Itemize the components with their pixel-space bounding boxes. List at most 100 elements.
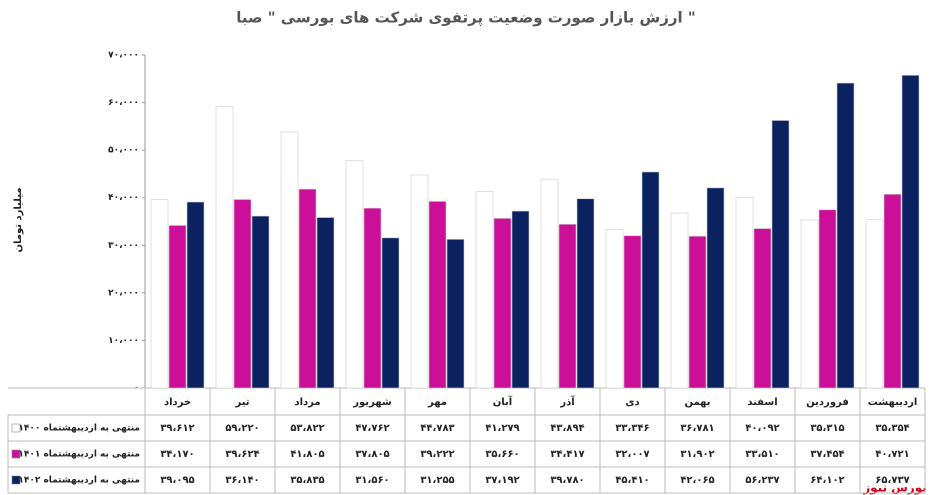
bar bbox=[558, 223, 577, 389]
bar bbox=[410, 174, 429, 389]
bar bbox=[280, 131, 299, 389]
value-label: ۳۳،۵۱۰ bbox=[745, 449, 779, 460]
legend-swatch bbox=[11, 475, 21, 485]
y-tick-label: ۲۰،۰۰۰ bbox=[108, 288, 139, 298]
value-label: ۴۲،۰۶۵ bbox=[680, 475, 714, 486]
x-tick-label: دی bbox=[625, 397, 639, 408]
y-tick-label: ۴۰،۰۰۰ bbox=[108, 193, 139, 203]
x-tick-label: آذر bbox=[559, 395, 575, 408]
bar bbox=[688, 235, 707, 389]
y-tick-label: ۵۰،۰۰۰ bbox=[108, 146, 139, 156]
y-axis-label: میلیارد تومان bbox=[13, 187, 24, 252]
bar bbox=[381, 237, 400, 389]
legend-label: منتهی به اردیبهشتماه ۱۴۰۱ bbox=[18, 450, 140, 460]
bar bbox=[298, 188, 317, 389]
value-label: ۴۵،۴۱۰ bbox=[615, 475, 649, 486]
value-label: ۶۵،۷۳۷ bbox=[875, 475, 909, 486]
bar bbox=[215, 105, 234, 389]
x-tick-label: شهریور bbox=[352, 397, 392, 408]
bar bbox=[735, 196, 754, 389]
bar bbox=[493, 218, 512, 389]
value-label: ۳۴،۱۷۰ bbox=[160, 449, 194, 460]
value-label: ۳۶،۷۸۱ bbox=[680, 423, 714, 434]
x-tick-label: اردیبهشت bbox=[868, 397, 918, 408]
value-label: ۳۱،۵۶۰ bbox=[355, 475, 389, 486]
bar bbox=[753, 228, 772, 389]
x-tick-label: فروردین bbox=[806, 397, 849, 408]
value-label: ۳۴،۴۱۷ bbox=[550, 449, 584, 460]
x-tick-label: مهر bbox=[427, 397, 447, 408]
chart-title: ارزش بازار صورت وضعیت پرتفوی شرکت های بو… bbox=[236, 9, 695, 28]
bar bbox=[475, 191, 494, 389]
legend-label: منتهی به اردیبهشتماه ۱۴۰۰ bbox=[18, 424, 140, 434]
y-tick-label: ۶۰،۰۰۰ bbox=[108, 98, 139, 108]
y-tick-label: ۳۰،۰۰۰ bbox=[108, 241, 139, 251]
legend-swatch bbox=[11, 449, 21, 459]
value-label: ۴۱،۲۷۹ bbox=[485, 423, 519, 434]
value-label: ۳۵،۸۳۵ bbox=[290, 475, 324, 486]
value-label: ۴۳،۸۹۴ bbox=[550, 423, 584, 434]
value-label: ۳۹،۶۲۴ bbox=[225, 449, 259, 460]
bar bbox=[428, 201, 447, 389]
bar bbox=[623, 235, 642, 389]
legend-swatch bbox=[11, 423, 21, 433]
bar bbox=[771, 120, 790, 389]
bar bbox=[605, 229, 624, 389]
value-label: ۶۴،۱۰۲ bbox=[810, 475, 844, 486]
bar bbox=[865, 219, 884, 389]
legend-label: منتهی به اردیبهشتماه ۱۴۰۲ bbox=[18, 476, 140, 486]
bar bbox=[901, 74, 920, 389]
bar bbox=[345, 160, 364, 389]
bar bbox=[576, 198, 595, 389]
y-tick-label: ۷۰،۰۰۰ bbox=[108, 51, 139, 61]
value-label: ۳۳،۳۴۶ bbox=[615, 423, 649, 434]
value-label: ۳۱،۲۵۵ bbox=[420, 475, 454, 486]
x-tick-label: اسفند bbox=[747, 397, 777, 408]
value-label: ۵۳،۸۲۲ bbox=[290, 423, 324, 434]
x-tick-label: بهمن bbox=[684, 397, 710, 408]
value-label: ۳۷،۸۰۵ bbox=[355, 449, 389, 460]
value-label: ۳۹،۰۹۵ bbox=[160, 475, 194, 486]
value-label: ۳۹،۶۱۲ bbox=[160, 423, 194, 434]
bar bbox=[316, 217, 335, 389]
value-label: ۳۹،۲۲۲ bbox=[420, 449, 454, 460]
value-label: ۳۲،۰۰۷ bbox=[615, 449, 649, 460]
value-label: ۳۹،۷۸۰ bbox=[550, 475, 584, 486]
value-label: ۴۰،۰۹۲ bbox=[745, 423, 779, 434]
value-label: ۴۴،۷۸۳ bbox=[420, 423, 454, 434]
value-label: ۳۶،۱۴۰ bbox=[225, 475, 259, 486]
value-label: ۳۷،۱۹۲ bbox=[485, 475, 519, 486]
bar bbox=[641, 171, 660, 389]
watermark: بورس نیوز bbox=[862, 481, 927, 495]
x-tick-label: تیر bbox=[234, 397, 249, 408]
bar bbox=[511, 210, 530, 389]
bar bbox=[150, 199, 169, 389]
value-label: ۳۵،۳۱۵ bbox=[810, 423, 844, 434]
value-label: ۴۰،۷۲۱ bbox=[875, 449, 909, 460]
bar bbox=[818, 209, 837, 389]
value-label: ۴۱،۸۰۵ bbox=[290, 449, 324, 460]
bar bbox=[540, 178, 559, 389]
bar bbox=[251, 215, 270, 389]
bar bbox=[800, 219, 819, 389]
x-tick-label: خرداد bbox=[164, 397, 191, 408]
bar bbox=[836, 82, 855, 389]
value-label: ۳۵،۶۶۰ bbox=[485, 449, 519, 460]
x-tick-label: آبان bbox=[493, 395, 513, 408]
x-tick-label: مرداد bbox=[294, 397, 320, 408]
bar bbox=[363, 207, 382, 389]
bar bbox=[670, 212, 689, 389]
value-label: ۴۷،۷۶۲ bbox=[355, 423, 389, 434]
value-label: ۵۹،۲۲۰ bbox=[225, 423, 259, 434]
bar bbox=[446, 239, 465, 389]
bar bbox=[233, 199, 252, 389]
value-label: ۳۷،۴۵۴ bbox=[810, 449, 844, 460]
value-label: ۵۶،۲۳۷ bbox=[745, 475, 779, 486]
bar bbox=[706, 187, 725, 389]
bar bbox=[186, 201, 205, 389]
y-tick-label: ۱۰،۰۰۰ bbox=[108, 336, 139, 346]
bar bbox=[168, 225, 187, 389]
bar bbox=[883, 193, 902, 389]
value-label: ۳۵،۳۵۴ bbox=[875, 423, 909, 434]
